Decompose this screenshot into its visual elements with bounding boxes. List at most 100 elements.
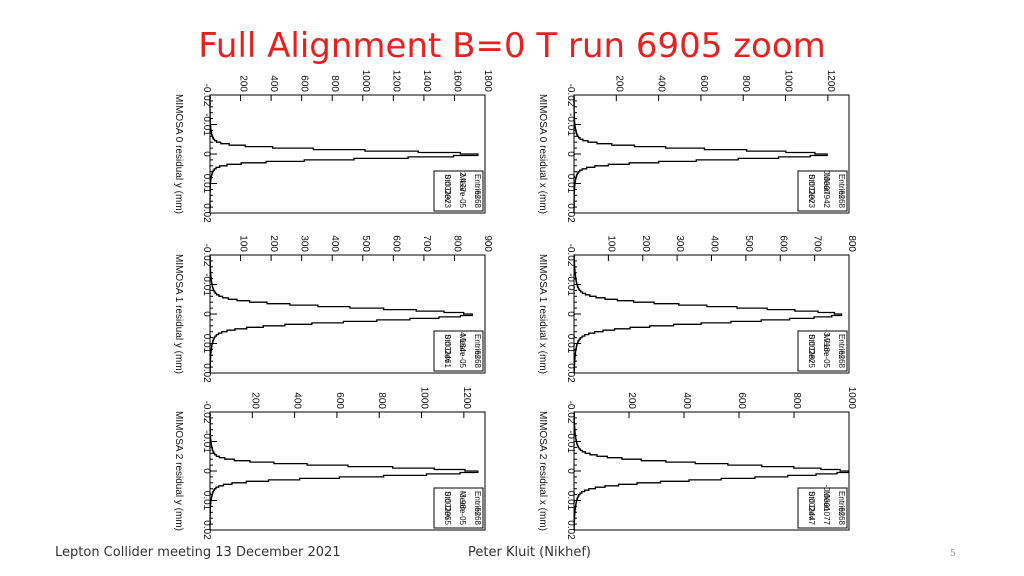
residual-tick-label: -0.01	[565, 430, 576, 453]
axis-title: MIMOSA 2 residual x (mm)	[537, 411, 548, 531]
stats-value: 6268	[473, 350, 482, 368]
count-tick-label: 1400	[421, 70, 432, 93]
count-tick-label: 1200	[461, 387, 472, 410]
stats-box	[797, 487, 848, 529]
count-tick-label: 700	[812, 235, 823, 252]
count-tick-label: 100	[238, 235, 249, 252]
stats-value: -3.98e-05	[458, 491, 467, 526]
count-tick-label: 500	[743, 235, 754, 252]
stats-label: Entries	[837, 491, 846, 516]
stats-label: Std Dev	[807, 491, 816, 519]
residual-tick-label: 0.02	[565, 520, 576, 540]
slide-title: Full Alignment B=0 T run 6905 zoom	[198, 26, 826, 66]
residual-tick-label: 0	[565, 468, 576, 474]
residual-tick-label: 0	[565, 311, 576, 317]
count-tick-label: 400	[709, 235, 720, 252]
count-tick-label: 800	[791, 392, 802, 409]
stats-value: 6268	[837, 350, 846, 368]
residual-tick-label: 0	[201, 468, 212, 474]
stats-box	[433, 330, 484, 372]
stats-label: Entries	[837, 334, 846, 359]
stats-value: 6268	[837, 190, 846, 208]
stats-value: 6268	[837, 507, 846, 525]
stats-label: Std Dev	[443, 491, 452, 519]
residual-tick-label: 0.01	[201, 174, 212, 194]
count-tick-label: 300	[674, 235, 685, 252]
count-tick-label: 100	[605, 235, 616, 252]
count-tick-label: 1000	[846, 387, 857, 410]
count-tick-label: 1000	[783, 70, 794, 93]
stats-box	[797, 170, 848, 212]
residual-tick-label: 0.02	[565, 363, 576, 383]
residual-tick-label: 0.01	[565, 334, 576, 354]
stats-box	[433, 170, 484, 212]
stats-label: Mean	[822, 334, 831, 354]
count-tick-label: 700	[421, 235, 432, 252]
count-tick-label: 1000	[419, 387, 430, 410]
residual-tick-label: -0.02	[201, 244, 212, 267]
stats-label: Entries	[837, 174, 846, 199]
count-tick-label: 300	[299, 235, 310, 252]
count-tick-label: 400	[268, 75, 279, 92]
histogram-series	[209, 254, 473, 374]
stats-label: Mean	[458, 491, 467, 511]
axis-title: MIMOSA 1 residual y (mm)	[173, 254, 184, 374]
footer-author: Peter Kluit (Nikhef)	[468, 545, 591, 560]
count-tick-label: 400	[292, 392, 303, 409]
count-tick-label: 500	[360, 235, 371, 252]
stats-value: -3.718e-05	[822, 329, 831, 368]
count-tick-label: 400	[656, 75, 667, 92]
histogram-panel-5: -0.02 -0.01 0 0.01 0.02 200 400 600 800 1000 1200 M…	[173, 387, 486, 540]
count-tick-label: 200	[640, 235, 651, 252]
stats-label: Mean	[822, 491, 831, 511]
count-tick-label: 1000	[360, 70, 371, 93]
stats-label: Entries	[473, 334, 482, 359]
stats-label: Std Dev	[807, 334, 816, 362]
count-tick-label: 600	[777, 235, 788, 252]
residual-tick-label: -0.01	[201, 430, 212, 453]
count-tick-label: 800	[846, 235, 857, 252]
residual-tick-label: 0.01	[565, 174, 576, 194]
stats-value: 0.002447	[807, 492, 816, 526]
stats-label: Std Dev	[443, 174, 452, 202]
histogram-series	[209, 95, 479, 213]
histogram-series	[209, 412, 479, 530]
count-tick-label: 1200	[390, 70, 401, 93]
count-tick-label: 600	[736, 392, 747, 409]
axis-title: MIMOSA 0 residual x (mm)	[537, 94, 548, 214]
residual-tick-label: 0	[201, 311, 212, 317]
count-tick-label: 1200	[825, 70, 836, 93]
residual-tick-label: -0.01	[565, 113, 576, 136]
count-tick-label: 1800	[482, 70, 493, 93]
residual-tick-label: -0.02	[565, 84, 576, 107]
count-tick-label: 400	[329, 235, 340, 252]
stats-label: Entries	[473, 491, 482, 516]
residual-tick-label: 0	[201, 151, 212, 157]
stats-value: 6268	[473, 190, 482, 208]
stats-label: Mean	[458, 174, 467, 194]
count-tick-label: 800	[376, 392, 387, 409]
count-tick-label: 800	[451, 235, 462, 252]
count-tick-label: 200	[268, 235, 279, 252]
stats-value: 0.002461	[443, 335, 452, 369]
stats-value: 0.002055	[443, 492, 452, 526]
stats-value: 0.0007942	[822, 170, 831, 208]
page-number: 5	[950, 549, 956, 559]
residual-tick-label: -0.02	[565, 401, 576, 424]
residual-tick-label: 0.01	[201, 334, 212, 354]
axis-title: MIMOSA 0 residual y (mm)	[173, 94, 184, 214]
residual-tick-label: -0.02	[565, 244, 576, 267]
histogram-panel-3: -0.02 -0.01 0 0.01 0.02 100 200 300 400 500 600 700…	[173, 235, 493, 383]
stats-label: Mean	[458, 334, 467, 354]
count-tick-label: 800	[740, 75, 751, 92]
stats-value: 2.477e-05	[458, 172, 467, 209]
residual-tick-label: 0.02	[565, 203, 576, 223]
count-tick-label: 600	[698, 75, 709, 92]
count-tick-label: 200	[238, 75, 249, 92]
count-tick-label: 200	[613, 75, 624, 92]
histogram-series	[573, 411, 850, 531]
stats-label: Mean	[822, 174, 831, 194]
residual-tick-label: 0.02	[201, 520, 212, 540]
axis-title: MIMOSA 1 residual x (mm)	[537, 254, 548, 374]
